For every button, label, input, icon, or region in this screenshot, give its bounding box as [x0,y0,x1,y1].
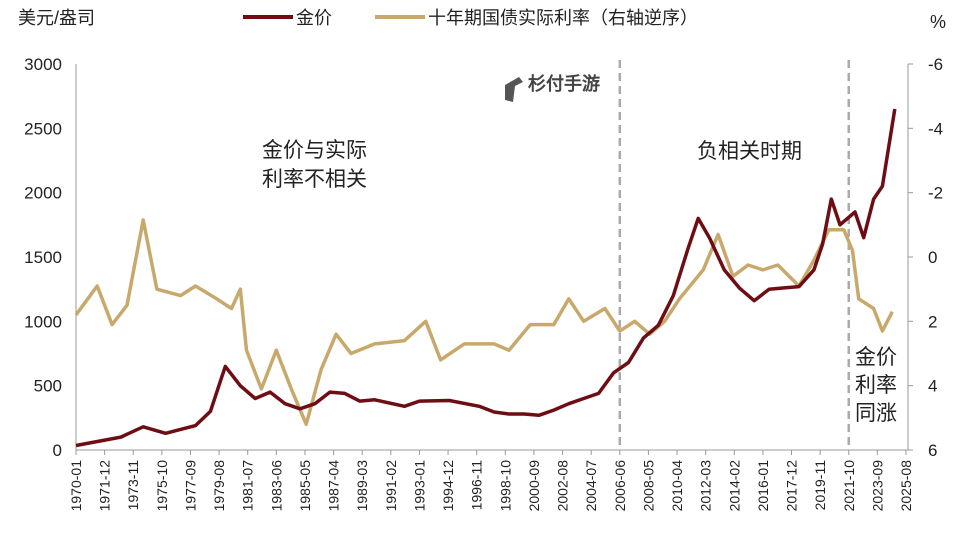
annotation-negative-correlation: 负相关时期 [697,140,802,163]
x-tick-label: 1979-08 [211,460,227,512]
x-tick-label: 1975-10 [154,460,170,512]
annotation-uncorrelated-line1: 金价与实际 [262,139,367,162]
x-tick-label: 2012-03 [698,460,714,512]
legend-label-gold: 金价 [296,8,332,28]
x-tick-label: 2004-07 [583,460,599,512]
x-tick-label: 2017-12 [784,460,800,512]
x-tick-label: 2023-09 [869,460,885,512]
left-tick-label: 500 [34,377,62,396]
right-tick-label: 6 [928,441,937,460]
real-rate-line [74,218,894,427]
x-tick-label: 2008-05 [640,460,656,512]
x-tick-label: 1981-07 [240,460,256,512]
x-tick-label: 1991-02 [383,460,399,512]
x-tick-label: 1987-04 [326,460,342,512]
x-tick-label: 2019-11 [812,460,828,511]
annotation-uncorrelated-line2: 利率不相关 [262,168,367,191]
right-tick-label: 4 [928,377,937,396]
right-tick-label: -2 [928,184,943,203]
x-tick-label: 1983-06 [268,460,284,512]
x-tick-label: 2002-08 [555,460,571,512]
annotation-both-rise-line2: 利率 [855,374,897,397]
annotation-both-rise-line3: 同涨 [855,402,897,425]
left-tick-label: 0 [53,441,62,460]
x-tick-label: 1989-03 [354,460,370,512]
right-tick-label: -4 [928,119,943,138]
watermark-text: 杉付手游 [528,73,600,94]
x-tick-label: 1996-11 [469,460,485,511]
legend: 金价 十年期国债实际利率（右轴逆序） [243,8,698,28]
x-tick-label: 1977-09 [182,460,198,512]
x-tick-label: 1970-01 [68,460,84,512]
right-tick-label: 2 [928,312,937,331]
x-tick-label: 1998-10 [497,460,513,512]
watermark: 杉付手游 [505,73,600,102]
x-tick-label: 2000-09 [526,460,542,512]
x-tick-label: 1994-12 [440,460,456,512]
left-tick-label: 1500 [24,248,62,267]
left-tick-label: 3000 [24,55,62,74]
left-tick-label: 2000 [24,184,62,203]
right-tick-label: 0 [928,248,937,267]
annotation-both-rise-line1: 金价 [855,346,897,369]
left-tick-label: 1000 [24,312,62,331]
x-tick-label: 2010-04 [669,460,685,512]
x-tick-label: 2025-08 [898,460,914,512]
x-tick-label: 2021-10 [841,460,857,512]
x-tick-label: 2014-02 [726,460,742,512]
legend-label-rate: 十年期国债实际利率（右轴逆序） [428,8,698,28]
x-tick-label: 1971-12 [97,460,113,512]
right-axis-label: % [930,12,946,32]
left-axis-label: 美元/盎司 [18,8,95,28]
right-tick-label: -6 [928,55,943,74]
left-tick-label: 2500 [24,119,62,138]
x-tick-label: 1973-11 [125,460,141,511]
x-tick-label: 1993-01 [411,460,427,512]
watermark-logo-icon [505,77,523,102]
x-tick-label: 2016-01 [755,460,771,512]
x-tick-label: 1985-05 [297,460,313,512]
x-tick-label: 2006-06 [612,460,628,512]
